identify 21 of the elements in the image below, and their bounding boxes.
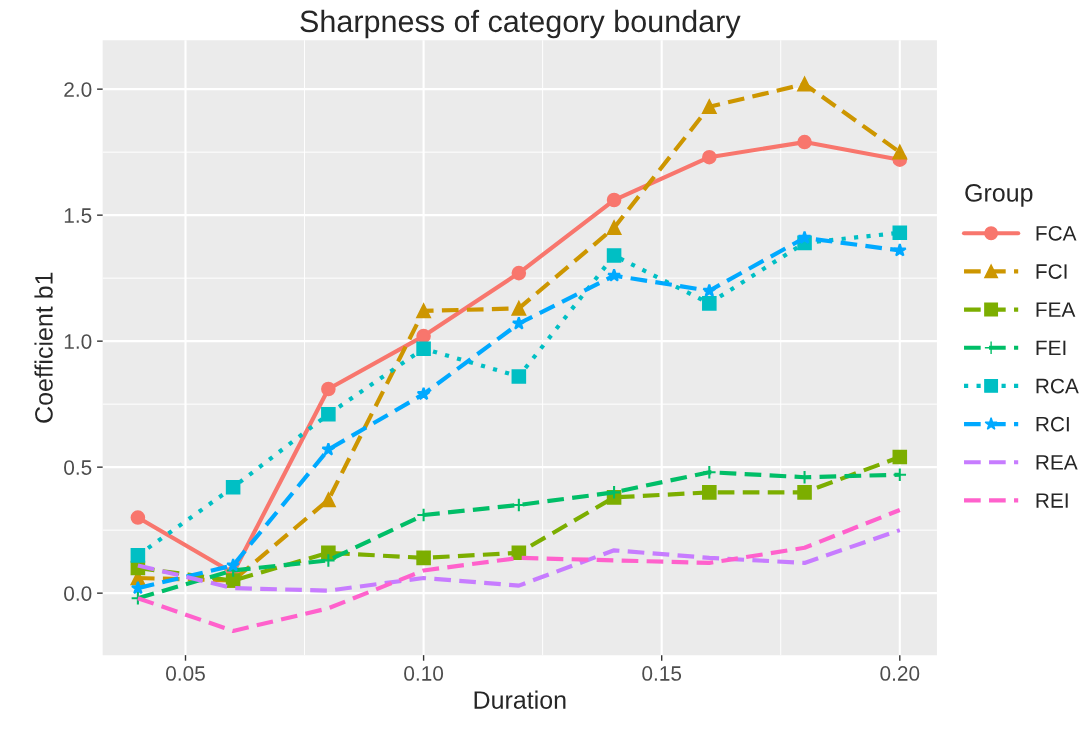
legend-label: FEI xyxy=(1036,340,1066,356)
legend-title: Group xyxy=(965,184,1033,207)
x-tick-label: 0.20 xyxy=(880,666,920,681)
legend-label: REA xyxy=(1036,455,1078,470)
legend-label: FEA xyxy=(1036,302,1076,317)
y-tick-label: 1.0 xyxy=(64,334,92,349)
legend-label: FCI xyxy=(1036,264,1067,279)
y-tick-label: 2.0 xyxy=(64,82,92,97)
chart-title: Sharpness of category boundary xyxy=(300,9,741,39)
y-tick-label: 0.5 xyxy=(64,460,92,475)
x-tick-label: 0.15 xyxy=(642,666,682,681)
x-tick-label: 0.05 xyxy=(166,666,205,681)
y-tick-label: 1.5 xyxy=(64,208,92,223)
legend-label: REI xyxy=(1036,493,1068,508)
y-tick-label: 0.0 xyxy=(64,586,92,601)
y-axis-title: Coefficient b1 xyxy=(34,272,53,423)
x-tick-label: 0.10 xyxy=(404,666,444,681)
legend-label: RCI xyxy=(1036,416,1069,432)
x-axis-title: Duration xyxy=(474,690,566,709)
legend-label: RCA xyxy=(1036,378,1079,394)
legend-label: FCA xyxy=(1036,225,1077,241)
